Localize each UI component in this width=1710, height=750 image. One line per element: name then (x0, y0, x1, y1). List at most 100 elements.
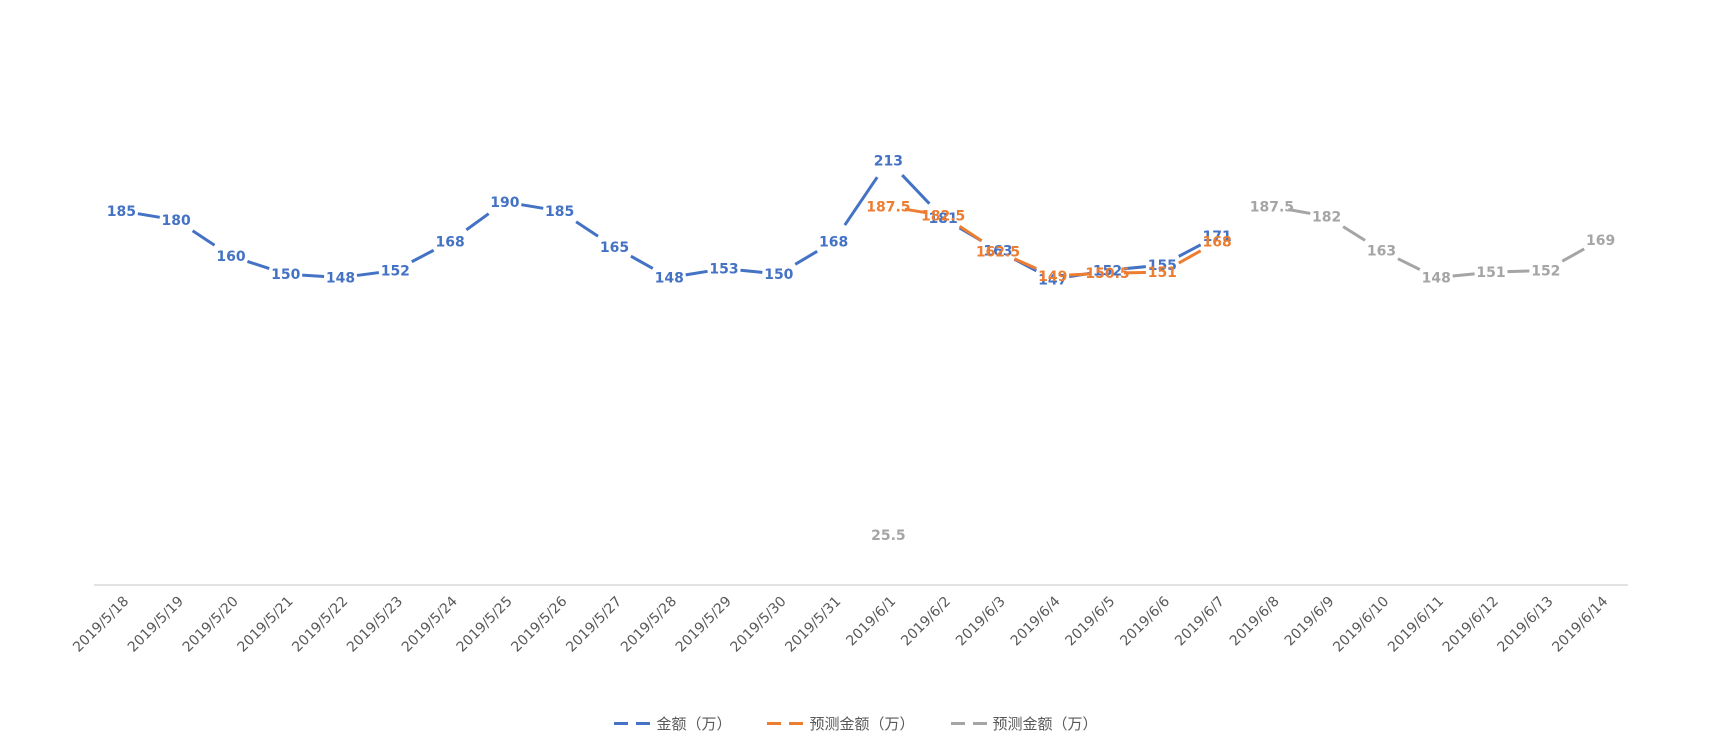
x-axis-tick-label: 2019/5/22 (289, 594, 351, 656)
legend-line-icon (765, 722, 807, 725)
data-label: 162.5 (976, 245, 1020, 261)
legend-label: 预测金额（万） (992, 715, 1098, 733)
data-label: 153 (709, 262, 738, 278)
data-label: 182.5 (921, 209, 965, 225)
data-label: 171 (1202, 229, 1231, 245)
series-line-segment (1342, 225, 1366, 242)
x-axis-tick-label: 2019/5/19 (125, 594, 187, 656)
series-line-segment (521, 203, 544, 210)
data-label: 150 (764, 267, 793, 283)
x-axis-tick-label: 2019/6/2 (898, 594, 954, 650)
x-axis-tick-label: 2019/6/12 (1440, 594, 1502, 656)
data-label: 149 (1038, 269, 1067, 285)
legend-line-icon (612, 722, 654, 725)
legend-item-amount: 金额（万） (612, 713, 731, 734)
x-axis-tick-label: 2019/5/18 (70, 594, 132, 656)
series-line-segment (1178, 249, 1202, 265)
series-line-segment (904, 207, 927, 215)
x-axis-tick-label: 2019/6/1 (843, 594, 899, 650)
data-label: 187.5 (1250, 200, 1294, 216)
series-line-segment (794, 250, 818, 266)
series-line-segment (1178, 243, 1202, 258)
x-axis-tick-label: 2019/6/8 (1227, 594, 1283, 650)
data-label: 151 (1476, 265, 1505, 281)
data-label: 152 (1531, 263, 1560, 279)
data-label: 190 (490, 195, 519, 211)
x-axis-tick-label: 2019/6/9 (1282, 594, 1338, 650)
series-line-segment (302, 273, 325, 279)
legend: 金额（万） 预测金额（万） 预测金额（万） (0, 713, 1710, 734)
data-label: 148 (326, 271, 355, 287)
x-axis-tick-label: 2019/5/24 (399, 593, 461, 655)
data-label: 165 (600, 240, 629, 256)
x-axis-tick-label: 2019/5/20 (180, 594, 242, 656)
data-label: 148 (1422, 271, 1451, 287)
legend-line-icon (949, 722, 991, 725)
data-label: 181 (929, 211, 958, 227)
series-line-segment (246, 259, 270, 271)
x-axis-tick-label: 2019/6/11 (1385, 594, 1447, 656)
data-label: 152 (1093, 263, 1122, 279)
x-axis-tick-label: 2019/6/14 (1549, 593, 1611, 655)
data-label: 185 (107, 204, 136, 220)
series-line-segment (1452, 272, 1475, 278)
series-line-segment (958, 225, 983, 242)
series-line-segment (411, 248, 435, 264)
data-label: 25.5 (871, 528, 906, 544)
series-line-segment (1397, 257, 1421, 271)
x-axis-tick-label: 2019/6/5 (1063, 594, 1119, 650)
x-axis-tick-label: 2019/5/23 (344, 594, 406, 656)
data-label: 147 (1038, 272, 1067, 288)
series-line-segment (843, 176, 879, 226)
series-line-segment (575, 220, 599, 238)
series-line-segment (1123, 265, 1147, 271)
series-line-segment (1013, 257, 1037, 270)
series-line-segment (630, 254, 654, 270)
legend-label: 预测金额（万） (809, 715, 915, 733)
x-axis-tick-label: 2019/6/6 (1117, 593, 1173, 649)
data-label: 185 (545, 204, 574, 220)
legend-item-forecast: 预测金额（万） (765, 713, 915, 734)
series-line-segment (1561, 247, 1585, 263)
x-axis-tick-label: 2019/6/4 (1008, 593, 1064, 649)
data-label: 187.5 (866, 200, 910, 216)
series-line-segment (1507, 269, 1530, 274)
series-line-segment (1288, 207, 1311, 215)
data-label: 182 (1312, 209, 1341, 225)
series-line-segment (191, 229, 216, 247)
x-axis-tick-label: 2019/6/7 (1172, 594, 1228, 650)
data-label: 180 (162, 213, 191, 229)
x-axis-tick-label: 2019/5/21 (234, 594, 296, 656)
data-label: 152 (381, 263, 410, 279)
series-line-segment (1069, 272, 1092, 277)
series-line-segment (137, 212, 160, 219)
data-label: 163 (983, 244, 1012, 260)
data-label: 213 (874, 154, 903, 170)
data-label: 150 (271, 267, 300, 283)
x-axis-tick-label: 2019/6/10 (1330, 594, 1392, 656)
x-axis-tick-labels: 2019/5/182019/5/192019/5/202019/5/212019… (70, 593, 1611, 655)
data-label: 168 (819, 235, 848, 251)
data-label: 150.5 (1085, 266, 1129, 282)
x-axis-tick-label: 2019/6/3 (953, 594, 1009, 650)
series-line-segment (356, 271, 380, 277)
plot-area: 185 180 160 150 148 152 168 190 185 165 148 153 150 1… (107, 154, 1615, 544)
data-label: 151 (1148, 265, 1177, 281)
x-axis-tick-label: 2019/5/28 (618, 594, 680, 656)
data-label: 148 (655, 271, 684, 287)
x-axis-tick-label: 2019/5/25 (454, 594, 516, 656)
x-axis-tick-label: 2019/5/26 (508, 593, 570, 655)
x-axis-tick-label: 2019/5/30 (728, 594, 790, 656)
series-line-segment (465, 212, 490, 232)
data-label: 163 (1367, 244, 1396, 260)
legend-label: 金额（万） (656, 715, 732, 733)
x-axis-tick-label: 2019/5/27 (563, 594, 625, 656)
series-line-segment (901, 174, 931, 205)
x-axis-tick-label: 2019/6/13 (1495, 594, 1557, 656)
data-label: 160 (216, 249, 245, 265)
data-label: 168 (1202, 235, 1231, 251)
series-line-segment (685, 269, 708, 277)
data-label: 169 (1586, 233, 1615, 249)
x-axis-tick-label: 2019/5/31 (782, 594, 844, 656)
